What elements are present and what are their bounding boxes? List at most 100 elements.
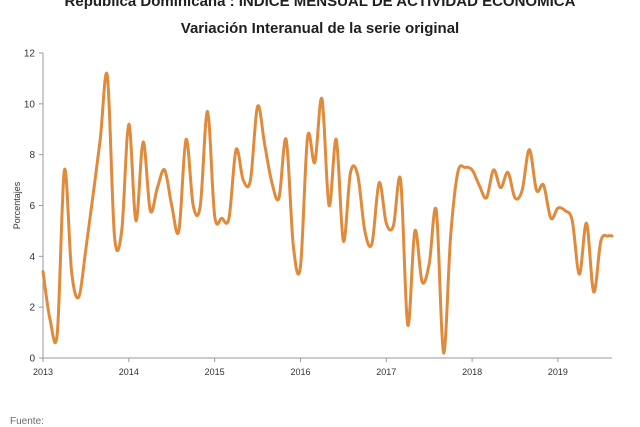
data-point: [213, 214, 215, 216]
data-point: [142, 141, 144, 143]
y-tick-label: 8: [29, 150, 35, 161]
chart-title: República Dominicana : ÍNDICE MENSUAL DE…: [64, 0, 576, 10]
data-point: [321, 98, 323, 100]
data-point: [485, 197, 487, 199]
data-point: [228, 217, 230, 219]
data-point: [242, 179, 244, 181]
data-point: [471, 169, 473, 171]
data-point: [449, 235, 451, 237]
data-point: [528, 148, 530, 150]
data-point: [600, 240, 602, 242]
data-point: [235, 148, 237, 150]
data-point: [278, 197, 280, 199]
x-tick-label: 2015: [205, 367, 225, 377]
data-point: [407, 324, 409, 326]
data-point: [171, 204, 173, 206]
data-point: [306, 136, 308, 138]
data-point: [314, 161, 316, 163]
data-point: [178, 230, 180, 232]
x-tick-label: 2019: [548, 367, 568, 377]
data-point: [56, 331, 58, 333]
data-point: [414, 230, 416, 232]
data-point: [578, 273, 580, 275]
data-point: [156, 187, 158, 189]
data-point: [378, 181, 380, 183]
x-tick-label: 2017: [376, 367, 396, 377]
data-point: [611, 235, 613, 237]
data-point: [221, 217, 223, 219]
data-point: [113, 235, 115, 237]
y-tick-label: 12: [24, 49, 36, 60]
data-point: [249, 179, 251, 181]
data-point: [464, 166, 466, 168]
chart-subtitle: Variación Interanual de la serie origina…: [180, 20, 460, 37]
data-point: [385, 222, 387, 224]
y-tick-label: 4: [29, 252, 35, 263]
data-point: [99, 138, 101, 140]
data-point: [149, 209, 151, 211]
data-point: [92, 194, 94, 196]
data-point: [392, 225, 394, 227]
data-point: [206, 110, 208, 112]
series-line-0: [41, 71, 614, 355]
data-point: [521, 189, 523, 191]
data-point: [49, 319, 51, 321]
data-point: [342, 240, 344, 242]
data-point: [349, 171, 351, 173]
data-point: [542, 184, 544, 186]
data-point: [271, 181, 273, 183]
data-point: [163, 169, 165, 171]
data-point: [492, 169, 494, 171]
data-point: [364, 230, 366, 232]
data-point: [121, 230, 123, 232]
data-point: [263, 143, 265, 145]
data-point: [421, 281, 423, 283]
data-point: [442, 352, 444, 354]
data-point: [106, 75, 108, 77]
data-point: [299, 265, 301, 267]
data-point: [607, 235, 609, 237]
y-tick-label: 0: [29, 354, 35, 365]
y-tick-label: 10: [24, 99, 36, 110]
data-point: [42, 270, 44, 272]
data-point: [128, 123, 130, 125]
data-point: [550, 217, 552, 219]
data-point: [78, 296, 80, 298]
x-tick-label: 2016: [290, 367, 310, 377]
data-point: [199, 204, 201, 206]
data-point: [292, 245, 294, 247]
data-point: [335, 138, 337, 140]
data-point: [371, 242, 373, 244]
y-axis-label: Porcentajes: [12, 181, 22, 229]
data-point: [192, 204, 194, 206]
data-point: [428, 263, 430, 265]
data-point: [499, 187, 501, 189]
data-point: [478, 184, 480, 186]
data-point: [507, 171, 509, 173]
source-label: Fuente:: [10, 416, 44, 427]
data-point: [557, 207, 559, 209]
data-point: [328, 204, 330, 206]
data-point: [85, 248, 87, 250]
data-point: [435, 209, 437, 211]
x-tick-label: 2014: [119, 367, 139, 377]
data-point: [564, 209, 566, 211]
data-point: [593, 291, 595, 293]
data-point: [63, 169, 65, 171]
data-point: [585, 222, 587, 224]
data-point: [399, 179, 401, 181]
y-tick-label: 6: [29, 201, 35, 212]
data-point: [457, 171, 459, 173]
data-point: [357, 174, 359, 176]
y-tick-label: 2: [29, 303, 35, 314]
data-point: [535, 189, 537, 191]
data-point: [185, 138, 187, 140]
data-point: [70, 270, 72, 272]
data-point: [571, 220, 573, 222]
data-point: [285, 138, 287, 140]
x-tick-label: 2013: [33, 367, 53, 377]
x-tick-label: 2018: [462, 367, 482, 377]
data-point: [135, 220, 137, 222]
data-point: [256, 105, 258, 107]
